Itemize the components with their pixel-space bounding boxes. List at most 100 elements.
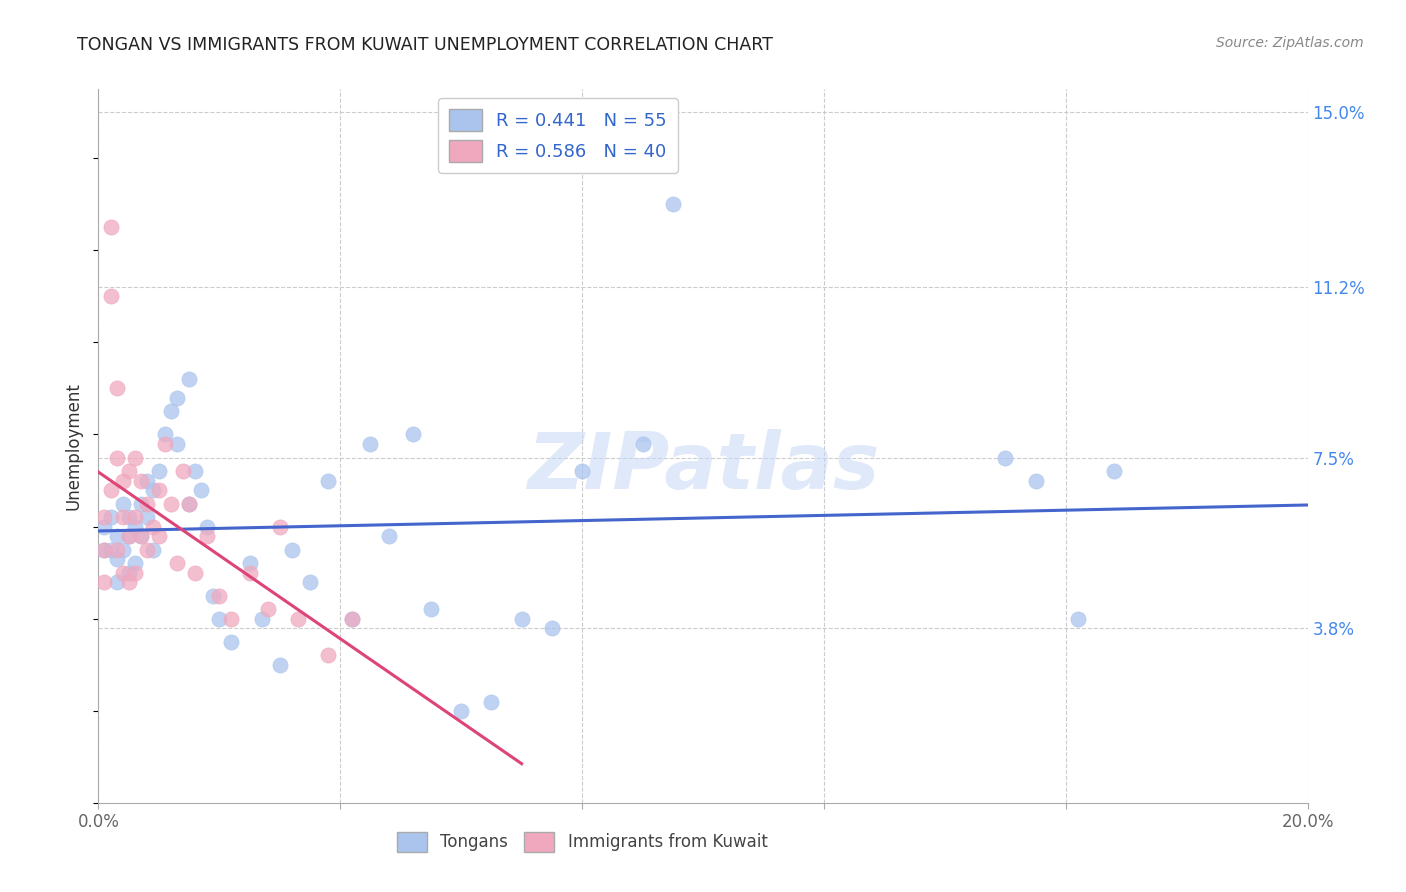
Y-axis label: Unemployment: Unemployment — [65, 382, 83, 510]
Point — [481, 694, 503, 708]
Point — [179, 372, 201, 386]
Point — [172, 464, 194, 478]
Point — [184, 464, 207, 478]
Point — [135, 497, 157, 511]
Point — [316, 648, 339, 663]
Point — [208, 589, 231, 603]
Point — [93, 542, 115, 557]
Point — [402, 427, 425, 442]
Point — [342, 612, 364, 626]
Point — [129, 529, 152, 543]
Point — [239, 557, 262, 571]
Point — [299, 574, 322, 589]
Point — [269, 519, 291, 533]
Point — [250, 612, 273, 626]
Point — [1024, 474, 1046, 488]
Point — [105, 542, 128, 557]
Point — [129, 474, 152, 488]
Point — [160, 497, 183, 511]
Point — [195, 529, 218, 543]
Legend: Tongans, Immigrants from Kuwait: Tongans, Immigrants from Kuwait — [389, 825, 775, 859]
Point — [105, 450, 128, 465]
Point — [179, 497, 201, 511]
Point — [100, 220, 122, 235]
Point — [111, 566, 134, 580]
Point — [124, 519, 146, 533]
Point — [160, 404, 183, 418]
Point — [195, 519, 218, 533]
Point — [994, 450, 1017, 465]
Point — [100, 542, 122, 557]
Point — [118, 574, 141, 589]
Point — [111, 474, 134, 488]
Point — [316, 474, 339, 488]
Point — [124, 566, 146, 580]
Point — [118, 529, 141, 543]
Point — [124, 510, 146, 524]
Point — [135, 542, 157, 557]
Text: TONGAN VS IMMIGRANTS FROM KUWAIT UNEMPLOYMENT CORRELATION CHART: TONGAN VS IMMIGRANTS FROM KUWAIT UNEMPLO… — [77, 36, 773, 54]
Point — [124, 450, 146, 465]
Point — [148, 483, 170, 497]
Point — [221, 612, 243, 626]
Point — [281, 542, 304, 557]
Point — [142, 542, 165, 557]
Point — [179, 497, 201, 511]
Point — [111, 497, 134, 511]
Point — [166, 436, 188, 450]
Point — [287, 612, 309, 626]
Point — [190, 483, 212, 497]
Point — [93, 510, 115, 524]
Point — [571, 464, 593, 478]
Point — [148, 464, 170, 478]
Point — [221, 634, 243, 648]
Point — [153, 436, 176, 450]
Text: Source: ZipAtlas.com: Source: ZipAtlas.com — [1216, 36, 1364, 50]
Point — [105, 381, 128, 395]
Point — [239, 566, 262, 580]
Point — [1102, 464, 1125, 478]
Point — [93, 574, 115, 589]
Point — [93, 542, 115, 557]
Point — [184, 566, 207, 580]
Point — [129, 497, 152, 511]
Point — [153, 427, 176, 442]
Point — [118, 529, 141, 543]
Point — [540, 621, 562, 635]
Point — [142, 483, 165, 497]
Point — [118, 566, 141, 580]
Point — [342, 612, 364, 626]
Point — [142, 519, 165, 533]
Point — [100, 289, 122, 303]
Point — [135, 474, 157, 488]
Point — [450, 704, 472, 718]
Point — [105, 574, 128, 589]
Point — [208, 612, 231, 626]
Point — [148, 529, 170, 543]
Point — [166, 557, 188, 571]
Point — [129, 529, 152, 543]
Point — [100, 483, 122, 497]
Point — [124, 557, 146, 571]
Text: ZIPatlas: ZIPatlas — [527, 429, 879, 506]
Point — [135, 510, 157, 524]
Point — [510, 612, 533, 626]
Point — [631, 436, 654, 450]
Point — [269, 657, 291, 672]
Point — [202, 589, 225, 603]
Point — [105, 551, 128, 566]
Point — [93, 519, 115, 533]
Point — [360, 436, 382, 450]
Point — [118, 510, 141, 524]
Point — [420, 602, 443, 616]
Point — [111, 542, 134, 557]
Point — [1067, 612, 1090, 626]
Point — [100, 510, 122, 524]
Point — [111, 510, 134, 524]
Point — [661, 197, 683, 211]
Point — [105, 529, 128, 543]
Point — [256, 602, 278, 616]
Point — [166, 391, 188, 405]
Point — [377, 529, 399, 543]
Point — [118, 464, 141, 478]
